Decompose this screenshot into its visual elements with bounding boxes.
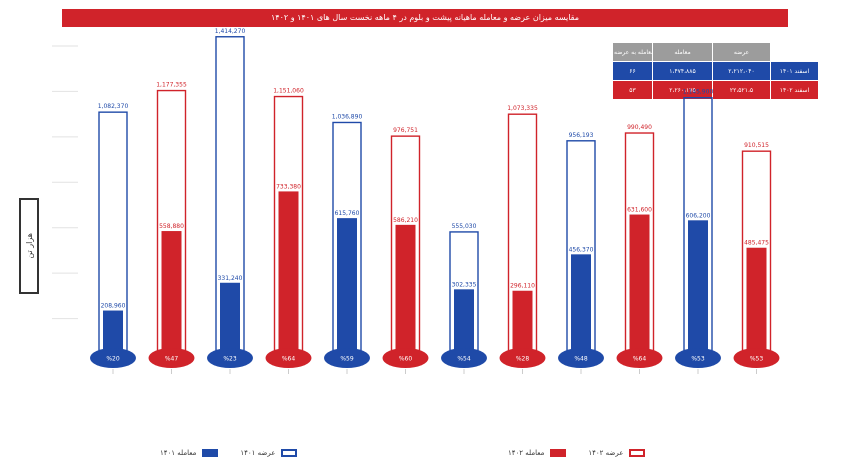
- legend-label: معامله ۱۴۰۲: [508, 449, 545, 457]
- trade-pct-label: %53: [750, 356, 764, 363]
- trade-pct-pill: [558, 348, 604, 368]
- trade-value-label: 208,960: [101, 303, 126, 310]
- trade-pct-label: %64: [633, 356, 647, 363]
- trade-bar: [688, 220, 708, 358]
- trade-value-label: 558,880: [159, 223, 184, 230]
- summary-cell: ۲۲،۵۲۱،۵: [712, 80, 771, 100]
- supply-value-label: 956,193: [569, 132, 594, 139]
- summary-row-1402: ۵۳ ۲،۲۶۰،۱۷۵ ۲۲،۵۲۱،۵ اسفند ۱۴۰۲: [612, 80, 819, 100]
- trade-bar: [512, 290, 533, 358]
- trade-value-label: 456,370: [569, 246, 594, 253]
- trade-bar: [103, 310, 123, 358]
- legend-label: عرضه ۱۴۰۱: [240, 449, 276, 457]
- trade-value-label: 331,240: [218, 275, 243, 282]
- summary-row-1401: ۶۶ ۱،۴۷۴،۸۸۵ ۲،۲۱۲،۰۴۰ اسفند ۱۴۰۱: [612, 61, 819, 81]
- trade-pct-pill: [675, 348, 721, 368]
- summary-cell: ۶۶: [612, 61, 653, 81]
- trade-bar: [746, 247, 767, 358]
- summary-row-label: اسفند ۱۴۰۱: [770, 61, 819, 81]
- trade-pct-pill: [207, 348, 253, 368]
- trade-pct-pill: [382, 348, 429, 368]
- supply-value-label: 1,082,370: [98, 103, 129, 110]
- trade-pct-label: %47: [165, 356, 179, 363]
- trade-bar: [337, 218, 357, 358]
- trade-pct-pill: [733, 348, 780, 368]
- trade-bar: [571, 254, 591, 358]
- trade-bar: [161, 231, 182, 358]
- summary-cell: ۲،۲۱۲،۰۴۰: [712, 61, 771, 81]
- trade-pct-label: %23: [223, 356, 237, 363]
- trade-pct-label: %59: [340, 356, 354, 363]
- legend-label: عرضه ۱۴۰۲: [588, 449, 624, 457]
- trade-bar: [454, 289, 474, 358]
- trade-value-label: 296,110: [510, 283, 535, 290]
- trade-value-label: 615,760: [335, 210, 360, 217]
- legend-swatch: [629, 449, 646, 457]
- trade-value-label: 586,210: [393, 217, 418, 224]
- trade-pct-pill: [616, 348, 663, 368]
- chart-title: مقایسه میزان عرضه و معامله ماهیانه پیشت …: [62, 9, 788, 27]
- supply-value-label: 1,414,270: [215, 28, 246, 35]
- supply-value-label: 1,145,900: [683, 89, 714, 96]
- summary-table: درصد معامله به عرضه معامله عرضه ۶۶ ۱،۴۷۴…: [612, 42, 819, 100]
- trade-pct-label: %64: [282, 356, 296, 363]
- summary-row-label: اسفند ۱۴۰۲: [770, 80, 819, 100]
- trade-value-label: 733,380: [276, 183, 301, 190]
- trade-bar: [220, 282, 240, 358]
- trade-value-label: 302,335: [452, 281, 477, 288]
- legend-label: معامله ۱۴۰۱: [160, 449, 197, 457]
- summary-cell: ۲،۲۶۰،۱۷۵: [652, 80, 713, 100]
- trade-pct-label: %20: [106, 356, 120, 363]
- supply-value-label: 1,151,060: [273, 88, 304, 95]
- trade-pct-pill: [148, 348, 195, 368]
- legend-swatch: [550, 449, 567, 457]
- trade-pct-pill: [499, 348, 546, 368]
- supply-value-label: 990,490: [627, 124, 652, 131]
- legend-swatch: [202, 449, 219, 457]
- trade-pct-label: %60: [399, 356, 413, 363]
- summary-header-trade-pct: درصد معامله به عرضه: [612, 42, 653, 62]
- summary-header-empty: [770, 42, 819, 62]
- trade-value-label: 631,600: [627, 207, 652, 214]
- trade-bar: [395, 224, 416, 358]
- trade-pct-label: %28: [516, 356, 530, 363]
- supply-value-label: 1,073,335: [507, 105, 538, 112]
- supply-value-label: 976,751: [393, 127, 418, 134]
- supply-value-label: 555,030: [452, 223, 477, 230]
- supply-value-label: 1,177,355: [156, 82, 187, 89]
- trade-bar: [278, 191, 299, 358]
- trade-pct-label: %53: [691, 356, 705, 363]
- trade-pct-pill: [90, 348, 136, 368]
- trade-pct-label: %48: [574, 356, 588, 363]
- trade-value-label: 606,200: [686, 212, 711, 219]
- supply-value-label: 1,036,890: [332, 113, 363, 120]
- legend-swatch: [281, 449, 298, 457]
- supply-value-label: 910,515: [744, 142, 769, 149]
- legend-1402: عرضه ۱۴۰۲ معامله ۱۴۰۲: [508, 449, 646, 457]
- trade-pct-pill: [265, 348, 312, 368]
- legend-1401: عرضه ۱۴۰۱ معامله ۱۴۰۱: [160, 449, 298, 457]
- trade-bar: [629, 214, 650, 358]
- trade-value-label: 485,475: [744, 240, 769, 247]
- trade-pct-pill: [324, 348, 370, 368]
- summary-cell: ۵۳: [612, 80, 653, 100]
- y-axis-label-box: هزار تن: [19, 198, 39, 294]
- trade-pct-pill: [441, 348, 487, 368]
- trade-pct-label: %54: [457, 356, 471, 363]
